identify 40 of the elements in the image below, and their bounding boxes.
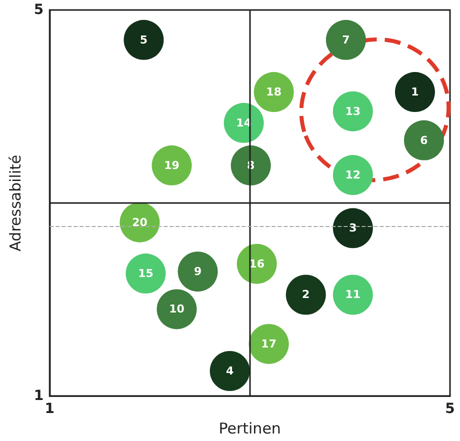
point bbox=[332, 155, 373, 196]
point bbox=[126, 254, 166, 294]
point bbox=[332, 208, 373, 248]
point bbox=[286, 274, 326, 315]
series-label: 6 bbox=[420, 134, 428, 147]
series-label: 10 bbox=[169, 302, 185, 316]
series-label: 7 bbox=[342, 33, 350, 46]
point bbox=[120, 202, 160, 242]
point bbox=[332, 91, 373, 132]
point bbox=[254, 72, 294, 112]
x-axis-title: Pertinen bbox=[218, 420, 281, 438]
point bbox=[404, 120, 444, 160]
series-label: 18 bbox=[266, 86, 282, 99]
point bbox=[156, 289, 197, 330]
point bbox=[395, 72, 435, 112]
series-label: 13 bbox=[345, 104, 361, 118]
point bbox=[230, 145, 271, 186]
series-label: 12 bbox=[345, 168, 361, 182]
series-label: 2 bbox=[302, 288, 310, 302]
y-axis-title: Adressabilité bbox=[6, 154, 24, 252]
series-label: 5 bbox=[140, 33, 148, 46]
series-label: 16 bbox=[249, 257, 265, 270]
series-label: 19 bbox=[164, 158, 180, 172]
point bbox=[248, 324, 289, 364]
point bbox=[326, 20, 366, 60]
series-label: 15 bbox=[138, 267, 154, 280]
point bbox=[178, 252, 218, 292]
series-label: 17 bbox=[261, 337, 276, 350]
point bbox=[210, 351, 250, 391]
point bbox=[224, 102, 264, 143]
series-label: 4 bbox=[226, 364, 234, 378]
series-label: 20 bbox=[132, 216, 148, 229]
series-label: 9 bbox=[194, 265, 202, 278]
series-label: 1 bbox=[411, 86, 419, 99]
point bbox=[152, 145, 192, 186]
series-label: 11 bbox=[345, 288, 361, 302]
point bbox=[124, 20, 164, 60]
point bbox=[236, 244, 277, 284]
point bbox=[332, 274, 373, 315]
series-label: 3 bbox=[349, 222, 357, 235]
